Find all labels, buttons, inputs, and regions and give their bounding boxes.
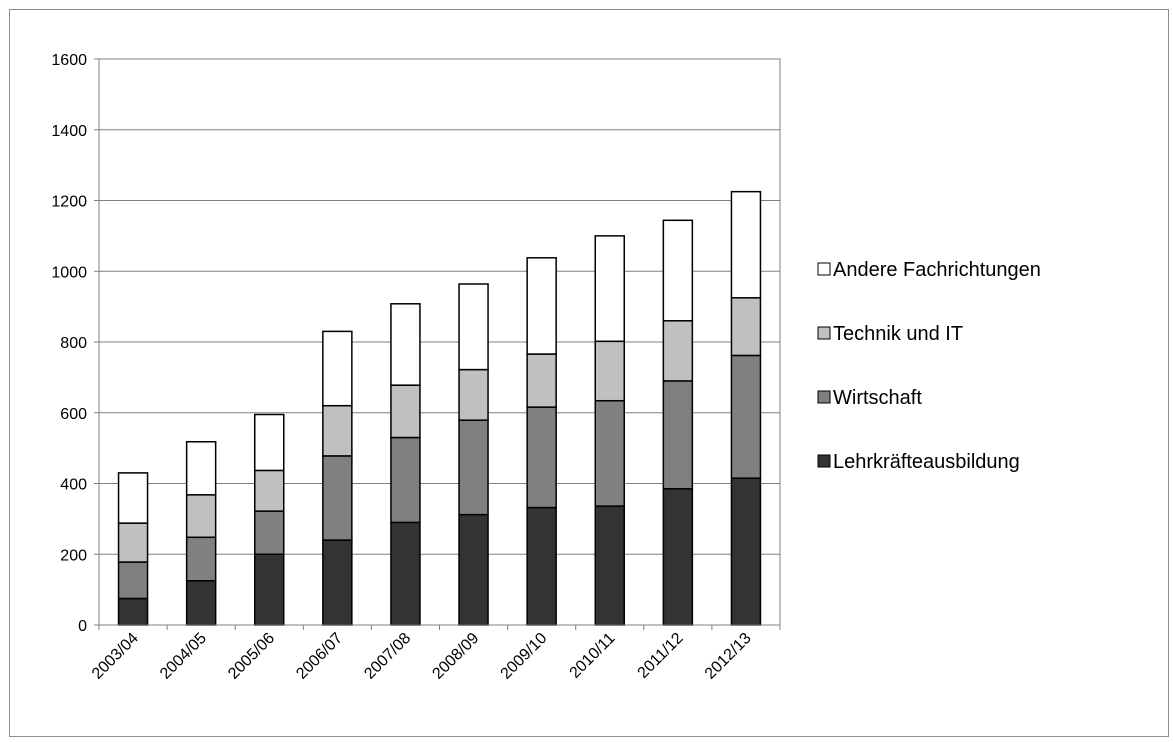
bar-segment — [117, 522, 149, 563]
legend-swatch — [817, 390, 831, 404]
x-tick-label: 2003/04 — [89, 630, 142, 683]
bar-segment — [254, 553, 285, 626]
bar-segment — [458, 419, 489, 516]
legend-label: Lehrkräfteausbildung — [833, 451, 1020, 473]
bar-segment — [254, 469, 285, 512]
bar-segment — [390, 436, 421, 524]
bar-segment — [390, 384, 421, 439]
bar-segment — [662, 320, 694, 382]
y-tick-label: 0 — [78, 618, 87, 635]
bar-segment — [594, 235, 625, 343]
bar-segment — [730, 297, 762, 357]
y-tick-label: 200 — [60, 547, 87, 564]
legend: Andere Fachrichtungen Technik und IT Wirts… — [817, 259, 1041, 473]
bar-segment — [594, 399, 625, 507]
bar-segment — [322, 455, 353, 541]
x-tick-label: 2005/06 — [225, 630, 278, 683]
bar-segment — [185, 441, 217, 496]
y-tick-label: 800 — [60, 335, 87, 352]
bar-segment — [254, 413, 285, 472]
bar-segment — [730, 190, 762, 299]
bar-segment — [662, 488, 694, 626]
bar-segment — [322, 404, 353, 457]
x-tick-label: 2006/07 — [293, 630, 346, 683]
bar-segment — [526, 406, 557, 509]
x-tick-label: 2009/10 — [498, 630, 551, 683]
y-tick-label: 1600 — [51, 52, 87, 69]
bar-segment — [322, 539, 353, 626]
bar-segment — [117, 472, 149, 524]
x-tick-label: 2011/12 — [635, 630, 687, 682]
y-tick-label: 1000 — [51, 264, 87, 281]
bar-segment — [730, 354, 762, 479]
legend-swatch — [817, 454, 831, 468]
legend-label: Technik und IT — [833, 323, 963, 345]
bar-segment — [594, 340, 625, 402]
bar-segment — [390, 303, 421, 386]
y-tick-label: 400 — [60, 477, 87, 494]
bar-segment — [185, 536, 217, 582]
y-tick-label: 600 — [60, 406, 87, 423]
bar-segment — [662, 380, 694, 490]
legend-label: Andere Fachrichtungen — [833, 259, 1041, 281]
bars — [117, 190, 762, 626]
bar-segment — [526, 257, 557, 355]
y-tick-label: 1400 — [51, 123, 87, 140]
bar-segment — [662, 219, 694, 322]
bar-segment — [390, 521, 421, 626]
bar-segment — [594, 505, 625, 626]
x-tick-label: 2004/05 — [157, 630, 210, 683]
bar-segment — [458, 513, 489, 626]
bar-segment — [458, 283, 489, 371]
x-tick-label: 2012/13 — [702, 630, 755, 683]
bar-segment — [254, 510, 285, 555]
bar-segment — [185, 494, 217, 539]
legend-label: Wirtschaft — [833, 387, 922, 409]
x-tick-label: 2010/11 — [566, 630, 618, 682]
legend-swatch — [817, 326, 831, 340]
y-axis-ticks: 0 200 400 600 800 1000 1200 1400 1600 — [51, 52, 87, 635]
x-tick-label: 2007/08 — [361, 630, 414, 683]
bar-segment — [730, 477, 762, 626]
bar-segment — [458, 368, 489, 421]
bar-segment — [185, 580, 217, 626]
bar-segment — [526, 506, 557, 626]
y-tick-label: 1200 — [51, 194, 87, 211]
axes — [94, 58, 781, 630]
legend-swatch — [817, 262, 831, 276]
x-axis-ticks: 2003/04 2004/05 2005/06 2006/07 2007/08 2008/… — [89, 630, 755, 683]
bar-segment — [117, 561, 149, 600]
x-tick-label: 2008/09 — [429, 630, 482, 683]
bar-segment — [117, 597, 149, 626]
bar-segment — [526, 353, 557, 408]
bar-segment — [322, 330, 353, 407]
